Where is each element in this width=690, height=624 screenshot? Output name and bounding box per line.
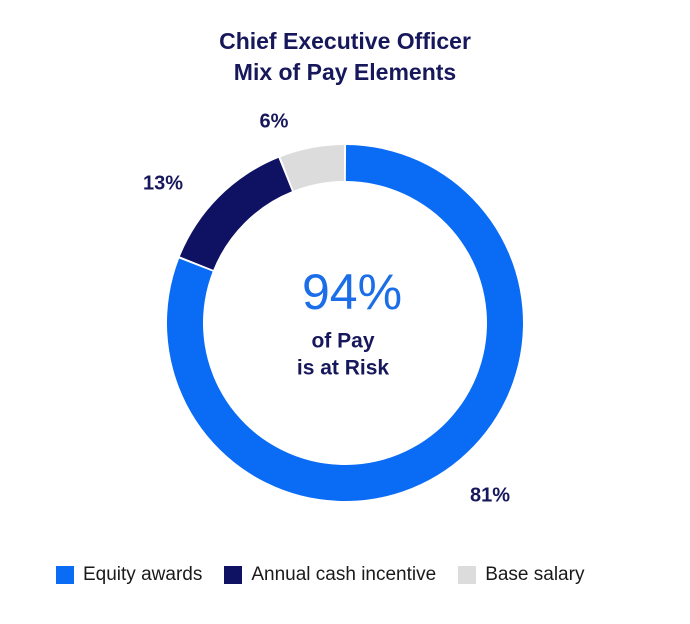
center-text-line2: is at Risk	[297, 357, 390, 380]
legend-swatch	[458, 566, 477, 584]
legend-label: Annual cash incentive	[251, 564, 437, 585]
value-label-equity-awards: 81%	[470, 484, 510, 506]
legend-swatch	[56, 566, 74, 584]
legend-label: Base salary	[485, 564, 585, 585]
legend-item-base-salary: Base salary	[458, 564, 584, 586]
chart-title: Chief Executive Officer Mix of Pay Eleme…	[0, 26, 690, 88]
value-label-annual-cash-incentive: 13%	[143, 172, 183, 194]
center-text-line1: of Pay	[311, 330, 374, 353]
legend-item-annual-cash-incentive: Annual cash incentive	[224, 564, 436, 586]
chart-subtitle: Mix of Pay Elements	[233, 59, 457, 85]
center-value: 94%	[302, 264, 402, 320]
chart-title-line1: Chief Executive Officer	[219, 28, 471, 54]
value-label-base-salary: 6%	[260, 110, 289, 132]
donut-slice-annual-cash-incentive	[179, 157, 292, 270]
chart-legend: Equity awards Annual cash incentive Base s…	[56, 562, 606, 588]
legend-item-equity-awards: Equity awards	[56, 564, 202, 586]
donut-slice-base-salary	[280, 145, 345, 191]
legend-swatch	[224, 566, 243, 584]
legend-label: Equity awards	[83, 564, 203, 585]
